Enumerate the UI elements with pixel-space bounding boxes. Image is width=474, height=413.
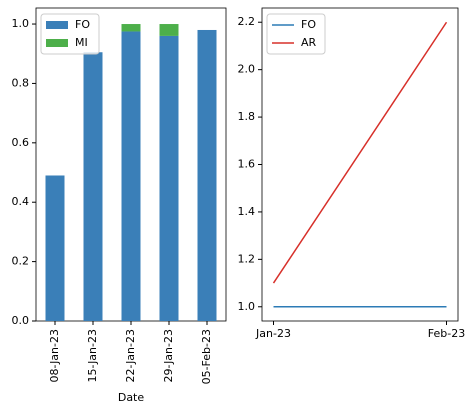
y-tick-label: 0.2	[12, 255, 30, 268]
x-axis-label: Date	[118, 391, 145, 404]
x-tick-label: 22-Jan-23	[124, 329, 137, 383]
legend-box	[266, 13, 326, 55]
y-tick-label: 2.2	[238, 15, 256, 28]
y-tick-label: 0.4	[12, 195, 30, 208]
y-tick-label: 2.0	[238, 63, 256, 76]
legend-swatch	[46, 21, 68, 29]
y-tick-label: 0.8	[12, 76, 30, 89]
x-tick-label: 15-Jan-23	[86, 329, 99, 383]
y-tick-label: 0.0	[12, 314, 30, 327]
bar-segment	[83, 52, 103, 322]
y-tick-label: 1.0	[238, 300, 256, 313]
right-axes-frame	[261, 7, 459, 322]
legend-label: MI	[75, 36, 88, 49]
legend-box	[40, 13, 100, 55]
legend-label: AR	[301, 36, 317, 49]
bar-segment	[159, 24, 179, 36]
y-tick-label: 1.8	[238, 110, 256, 123]
bar-segment	[197, 29, 217, 321]
y-tick-label: 1.4	[238, 205, 256, 218]
x-tick-label: Jan-23	[255, 327, 291, 340]
x-tick-label: Feb-23	[428, 327, 465, 340]
bar-segment	[121, 24, 141, 32]
y-tick-label: 1.2	[238, 252, 256, 265]
y-tick-label: 1.0	[12, 17, 30, 30]
line	[272, 21, 448, 284]
bar-segment	[45, 175, 65, 321]
legend-swatch	[46, 39, 68, 47]
bar-segment	[121, 31, 141, 322]
x-tick-label: 29-Jan-23	[162, 329, 175, 383]
y-tick-label: 1.6	[238, 158, 256, 171]
legend-label: FO	[301, 18, 316, 31]
legend-label: FO	[75, 18, 90, 31]
bar-segment	[159, 35, 179, 321]
x-tick-label: 05-Feb-23	[200, 329, 213, 384]
x-tick-label: 08-Jan-23	[48, 329, 61, 383]
y-tick-label: 0.6	[12, 136, 30, 149]
